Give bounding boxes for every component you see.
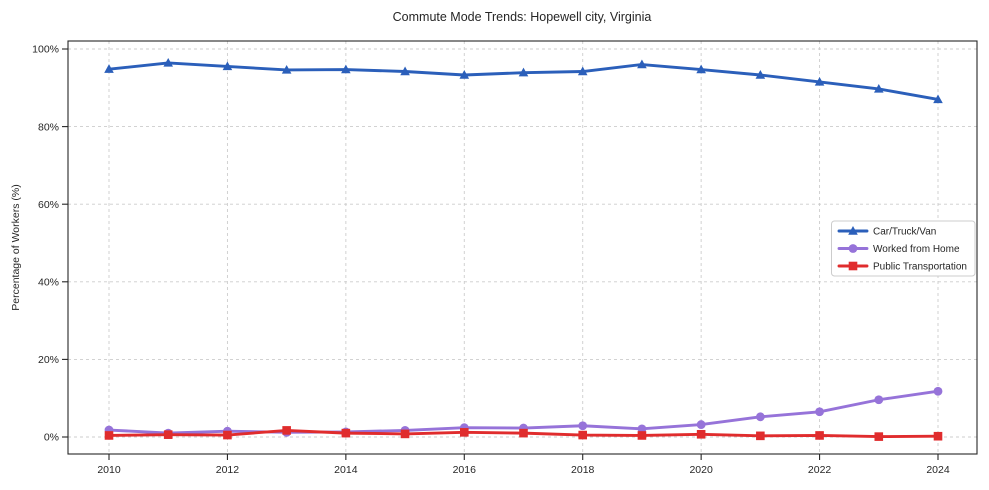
x-tick-label: 2024 — [926, 464, 950, 476]
legend-car-truck-van-triangle-marker — [848, 226, 858, 235]
y-tick-label: 100% — [32, 44, 59, 56]
series-car-truck-van-triangle-marker — [814, 76, 825, 86]
legend-label-public-transportation: Public Transportation — [873, 262, 967, 273]
series-public-transportation-square-marker — [400, 429, 410, 439]
series-public-transportation-square-marker — [578, 430, 588, 440]
series-car-truck-van-triangle-marker — [755, 69, 766, 79]
series-car-truck-van-triangle-marker — [104, 64, 114, 73]
series-public-transportation-square-marker — [163, 430, 173, 439]
series-public-transportation-square-marker — [223, 430, 232, 440]
series-car-truck-van-triangle-marker — [281, 64, 292, 74]
series-layer — [104, 57, 943, 441]
series-car-truck-van-triangle-marker — [637, 59, 647, 69]
series-worked-from-home-circle-marker — [815, 407, 824, 417]
legend-label-worked-from-home: Worked from Home — [873, 244, 960, 255]
legend-label-car-truck-van: Car/Truck/Van — [873, 227, 936, 238]
series-worked-from-home-circle-marker — [755, 412, 765, 422]
series-car-truck-van-triangle-marker — [222, 61, 233, 71]
series-public-transportation-square-marker — [459, 428, 469, 437]
series-car-truck-van-triangle-marker — [696, 64, 706, 74]
y-tick-label: 20% — [38, 354, 59, 366]
series-public-transportation-square-marker — [815, 431, 824, 440]
x-tick-label: 2016 — [453, 464, 477, 476]
x-tick-label: 2010 — [97, 464, 121, 476]
series-worked-from-home-circle-marker — [578, 421, 588, 431]
x-tick-label: 2020 — [689, 464, 713, 476]
y-axis-label: Percentage of Workers (%) — [10, 184, 22, 310]
series-public-transportation-square-marker — [874, 432, 884, 441]
series-worked-from-home-circle-marker — [696, 420, 706, 429]
grid-layer — [68, 41, 977, 454]
x-tick-label: 2012 — [216, 464, 240, 476]
series-car-truck-van-triangle-marker — [341, 64, 351, 74]
series-car-truck-van-triangle-marker — [163, 57, 174, 67]
x-tick-label: 2014 — [334, 464, 358, 476]
series-car-truck-van-triangle-marker — [577, 66, 588, 76]
series-car-truck-van-triangle-marker — [933, 94, 943, 104]
plot-border — [67, 40, 978, 455]
series-car-truck-van-triangle-marker — [400, 66, 410, 76]
legend-box — [831, 220, 976, 277]
y-tick-label: 40% — [38, 277, 59, 289]
series-car-truck-van-triangle-marker — [518, 67, 529, 77]
series-car-truck-van-triangle-marker — [459, 69, 470, 79]
series-worked-from-home-circle-marker — [933, 386, 943, 396]
series-public-transportation-square-marker — [104, 431, 114, 440]
y-tick-label: 0% — [44, 432, 59, 444]
series-worked-from-home-circle-marker — [874, 395, 884, 405]
series-car-truck-van-triangle-marker — [873, 83, 884, 93]
legend-layer: Car/Truck/Van Worked from Home Public Tran… — [831, 220, 976, 277]
series-public-transportation-square-marker — [637, 431, 647, 440]
axes-layer: 0% 20% 40% 60% 80% 100% 2010 2012 2014 2016 2018 20… — [32, 40, 978, 476]
y-tick-label: 60% — [38, 199, 59, 211]
x-tick-label: 2022 — [808, 464, 832, 476]
series-public-transportation-square-marker — [756, 431, 765, 441]
series-public-transportation-square-marker — [341, 428, 351, 438]
series-public-transportation-square-marker — [696, 429, 706, 439]
series-public-transportation-square-marker — [282, 426, 291, 435]
series-worked-from-home-circle-marker — [637, 424, 647, 434]
chart-title: Commute Mode Trends: Hopewell city, Virg… — [393, 10, 652, 24]
series-public-transportation-square-marker — [933, 431, 943, 441]
series-public-transportation-square-marker — [519, 428, 528, 438]
legend-public-transportation-square-marker — [848, 261, 858, 271]
legend-worked-from-home-circle-marker — [848, 244, 858, 253]
y-tick-label: 80% — [38, 121, 59, 133]
x-tick-label: 2018 — [571, 464, 595, 476]
